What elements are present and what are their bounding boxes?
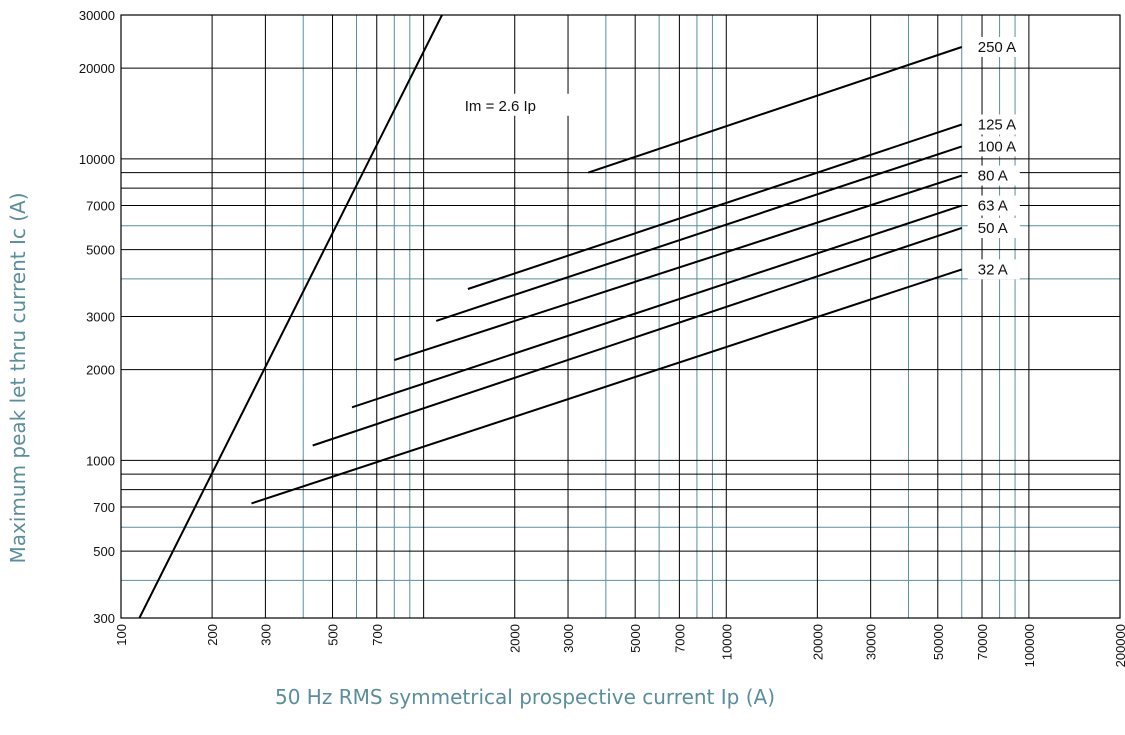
series-line-50-a bbox=[312, 226, 963, 447]
y-axis-title: Maximum peak let thru current Ic (A) bbox=[6, 193, 30, 564]
x-tick-labels: 100 200 300 500 700 2000 3000 5000 7000 10000 2000… bbox=[114, 624, 1125, 667]
y-tick-label: 300 bbox=[93, 611, 115, 626]
series-line-125-a bbox=[467, 123, 963, 290]
x-axis-title: 50 Hz RMS symmetrical prospective curren… bbox=[275, 685, 775, 709]
y-tick-label: 20000 bbox=[79, 61, 115, 76]
series-label-63-a: 63 A bbox=[978, 198, 1008, 215]
y-tick-labels: 300 500 700 1000 2000 3000 5000 7000 10000 20000 3… bbox=[79, 8, 115, 626]
series-label-50-a: 50 A bbox=[978, 220, 1008, 237]
series-line-63-a bbox=[351, 204, 963, 409]
y-tick-label: 10000 bbox=[79, 152, 115, 167]
x-tick-label: 500 bbox=[326, 624, 341, 646]
major-grid bbox=[120, 14, 1121, 619]
series-label-32-a: 32 A bbox=[978, 261, 1008, 278]
x-tick-label: 50000 bbox=[931, 624, 946, 660]
series-layer bbox=[138, 15, 963, 618]
series-line-80-a bbox=[393, 174, 963, 362]
y-tick-label: 5000 bbox=[86, 243, 115, 258]
x-tick-label: 30000 bbox=[864, 624, 879, 660]
series-line-32-a bbox=[251, 268, 963, 505]
series-label-bg bbox=[967, 114, 1020, 135]
series-label-250-a: 250 A bbox=[978, 39, 1016, 56]
x-tick-label: 70000 bbox=[975, 624, 990, 660]
x-tick-label: 200000 bbox=[1113, 624, 1125, 667]
x-tick-label: 3000 bbox=[561, 624, 576, 653]
series-label-bg bbox=[967, 195, 1020, 216]
series-line-250-a bbox=[587, 46, 963, 174]
x-tick-label: 20000 bbox=[810, 624, 825, 660]
plot-frame bbox=[120, 14, 1121, 619]
x-tick-label: 2000 bbox=[508, 624, 523, 653]
x-tick-label: 100000 bbox=[1022, 624, 1037, 667]
series-label-bg bbox=[967, 217, 1020, 238]
x-tick-label: 200 bbox=[205, 624, 220, 646]
x-tick-label: 100 bbox=[114, 624, 129, 646]
series-label-100-a: 100 A bbox=[978, 138, 1016, 155]
y-tick-label: 3000 bbox=[86, 310, 115, 325]
series-label-bg bbox=[967, 136, 1020, 157]
y-tick-label: 1000 bbox=[86, 453, 115, 468]
annotation-bg bbox=[454, 93, 573, 116]
x-tick-label: 300 bbox=[258, 624, 273, 646]
x-tick-label: 7000 bbox=[672, 624, 687, 653]
series-label-bg bbox=[967, 165, 1020, 186]
x-tick-label: 700 bbox=[370, 624, 385, 646]
x-tick-label: 10000 bbox=[719, 624, 734, 660]
y-tick-label: 500 bbox=[93, 544, 115, 559]
series-label-bg bbox=[967, 36, 1020, 57]
series-label-125-a: 125 A bbox=[978, 116, 1016, 133]
series-labels: 250 A 125 A 100 A 80 A 63 A 50 A 32 A Im = 2.6 … bbox=[454, 36, 1020, 280]
x-tick-label: 5000 bbox=[628, 624, 643, 653]
series-line-im-2-6-ip bbox=[138, 15, 443, 618]
annotation-label: Im = 2.6 Ip bbox=[465, 98, 536, 115]
y-tick-label: 700 bbox=[93, 500, 115, 515]
series-label-bg bbox=[967, 259, 1020, 280]
y-tick-label: 2000 bbox=[86, 363, 115, 378]
y-tick-label: 7000 bbox=[86, 199, 115, 214]
series-label-80-a: 80 A bbox=[978, 168, 1008, 185]
series-line-100-a bbox=[435, 145, 963, 322]
y-tick-label: 30000 bbox=[79, 8, 115, 23]
